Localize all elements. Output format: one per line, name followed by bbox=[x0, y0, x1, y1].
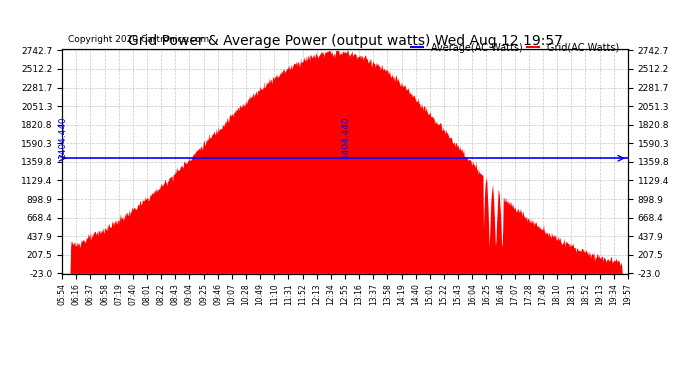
Text: Copyright 2020 Cartronics.com: Copyright 2020 Cartronics.com bbox=[68, 35, 209, 44]
Title: Grid Power & Average Power (output watts) Wed Aug 12 19:57: Grid Power & Average Power (output watts… bbox=[128, 34, 562, 48]
Text: 1404.440: 1404.440 bbox=[57, 116, 67, 158]
Text: 1404.440: 1404.440 bbox=[340, 116, 350, 158]
Legend: Average(AC Watts), Grid(AC Watts): Average(AC Watts), Grid(AC Watts) bbox=[408, 39, 623, 57]
